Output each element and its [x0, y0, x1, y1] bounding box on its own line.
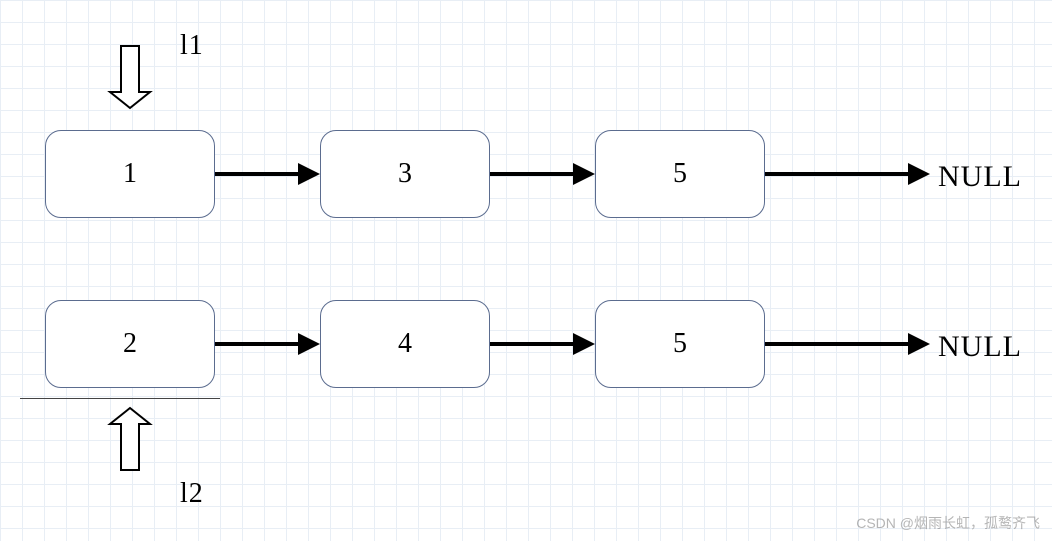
linked-list-node: 4 — [320, 300, 490, 388]
linked-list-node: 3 — [320, 130, 490, 218]
pointer-label: l1 — [180, 30, 204, 62]
watermark: CSDN @烟雨长虹，孤鹜齐飞 — [856, 513, 1040, 533]
node-value: 1 — [123, 158, 137, 190]
link-arrow — [0, 0, 1052, 541]
node-value: 3 — [398, 158, 412, 190]
link-arrow — [0, 0, 1052, 541]
node-value: 5 — [673, 158, 687, 190]
null-terminator: NULL — [938, 330, 1022, 364]
linked-list-node: 5 — [595, 300, 765, 388]
diagram-layer: 1 3 5 NULL l1 2 4 5 NULL l2 — [0, 0, 1052, 541]
link-arrow — [0, 0, 1052, 541]
node-value: 4 — [398, 328, 412, 360]
linked-list-node: 2 — [45, 300, 215, 388]
linked-list-node: 5 — [595, 130, 765, 218]
link-arrow — [0, 0, 1052, 541]
pointer-arrow — [0, 0, 1052, 541]
underline — [20, 398, 220, 399]
null-terminator: NULL — [938, 160, 1022, 194]
linked-list-node: 1 — [45, 130, 215, 218]
pointer-arrow — [0, 0, 1052, 541]
node-value: 2 — [123, 328, 137, 360]
link-arrow — [0, 0, 1052, 541]
pointer-label: l2 — [180, 478, 204, 510]
node-value: 5 — [673, 328, 687, 360]
link-arrow — [0, 0, 1052, 541]
